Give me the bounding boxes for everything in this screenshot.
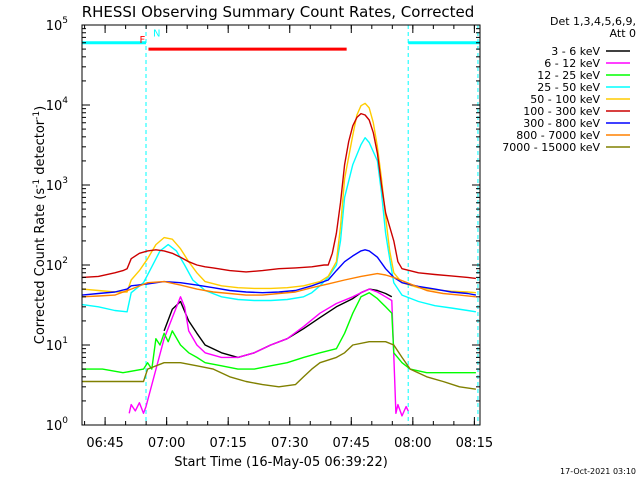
- x-tick-label-3: 07:30: [271, 436, 308, 451]
- y-axis-label-sup1: -1: [32, 179, 42, 188]
- state-label-N: N: [153, 29, 160, 40]
- series-line-7: [82, 249, 477, 296]
- y-tick-label-4: 104: [46, 96, 69, 114]
- y-axis-label-main: Corrected Count Rate (s: [33, 188, 48, 345]
- series-line-6: [82, 112, 476, 280]
- legend-label-3: 12 - 25 keV: [537, 69, 600, 82]
- series-line-3: [82, 292, 476, 374]
- x-tick-label-6: 08:15: [456, 436, 493, 451]
- legend-label-6: 100 - 300 keV: [523, 105, 600, 118]
- legend-label-7: 300 - 800 keV: [523, 117, 600, 130]
- series-line-9: [82, 341, 477, 390]
- legend-header-attenuator: Att 0: [610, 27, 636, 40]
- x-tick-label-2: 07:15: [209, 436, 246, 451]
- x-tick-label-5: 08:00: [394, 436, 431, 451]
- y-tick-label-1: 101: [46, 336, 68, 354]
- legend-header-detectors: Det 1,3,4,5,6,9,: [550, 15, 636, 28]
- y-tick-label-2: 102: [46, 256, 68, 274]
- series-line-5: [82, 102, 476, 294]
- series-line-8: [82, 272, 476, 298]
- legend-label-8: 800 - 7000 keV: [516, 129, 600, 142]
- plot-frame: [81, 24, 481, 426]
- legend-label-2: 6 - 12 keV: [544, 57, 600, 70]
- x-tick-label-4: 07:45: [333, 436, 370, 451]
- footer-date: 17-Oct-2021 03:10: [560, 467, 636, 476]
- x-tick-label-0: 06:45: [86, 436, 123, 451]
- legend-label-9: 7000 - 15000 keV: [502, 141, 600, 154]
- series-line-4: [82, 137, 477, 313]
- state-label-F: F: [139, 35, 145, 46]
- y-axis-label-end: ): [33, 106, 48, 111]
- legend-label-5: 50 - 100 keV: [530, 93, 600, 106]
- y-axis-label: Corrected Count Rate (s-1 detector-1): [32, 106, 48, 344]
- y-tick-label-5: 105: [46, 16, 68, 34]
- y-axis-label-mid: detector: [33, 119, 48, 179]
- series-line-2: [128, 288, 409, 417]
- x-axis-label: Start Time (16-May-05 06:39:22): [174, 455, 388, 470]
- legend-label-1: 3 - 6 keV: [551, 45, 600, 58]
- x-tick-label-1: 07:00: [148, 436, 185, 451]
- chart-title: RHESSI Observing Summary Count Rates, Co…: [82, 3, 475, 21]
- legend-label-4: 25 - 50 keV: [537, 81, 600, 94]
- y-axis-label-sup2: -1: [32, 111, 42, 120]
- y-tick-label-3: 103: [46, 176, 68, 194]
- y-tick-label-0: 100: [46, 416, 69, 434]
